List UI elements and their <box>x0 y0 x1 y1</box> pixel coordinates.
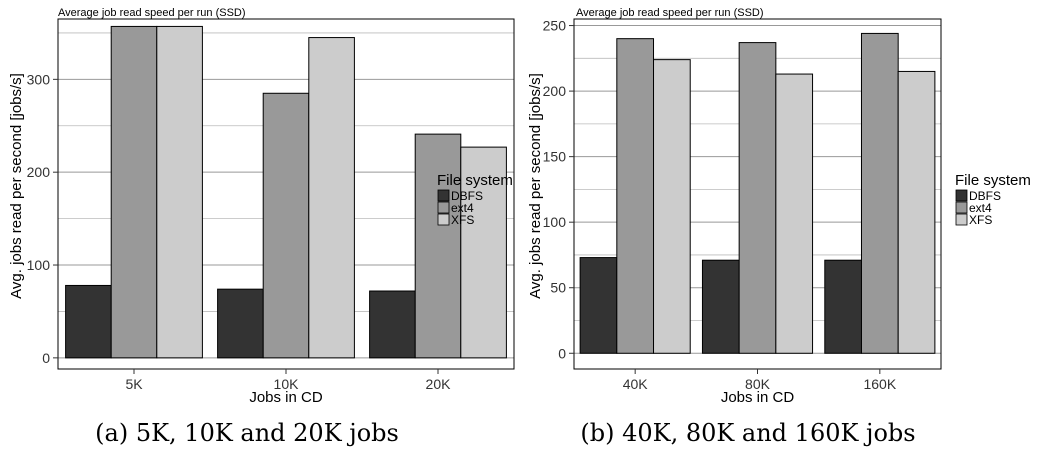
chart-title: Average job read speed per run (SSD) <box>58 7 246 19</box>
y-tick-label: 300 <box>27 71 51 87</box>
y-tick-label: 100 <box>27 257 51 273</box>
y-axis-label: Avg. jobs read per second [jobs/s] <box>8 73 25 299</box>
legend-title: File system <box>437 172 513 189</box>
legend-swatch-xfs <box>437 213 450 226</box>
y-tick-label: 0 <box>558 345 566 361</box>
x-axis-label: Jobs in CD <box>249 389 323 406</box>
x-tick-label: 10K <box>274 376 300 392</box>
bar-xfs-160k <box>897 70 936 354</box>
x-tick-label: 40K <box>623 376 649 392</box>
bar-ext4-40k <box>616 38 655 354</box>
y-axis-label: Avg. jobs read per second [jobs/s] <box>527 73 544 299</box>
x-tick-label: 5K <box>125 376 143 392</box>
bar-ext4-20k <box>414 133 462 359</box>
bar-dbfs-80k <box>701 259 740 354</box>
bar-xfs-5k <box>156 25 203 359</box>
y-tick-label: 0 <box>42 350 50 366</box>
bar-dbfs-5k <box>65 284 112 359</box>
y-tick-label: 250 <box>543 18 567 34</box>
bar-ext4-10k <box>262 92 310 359</box>
figure-caption: (b) 40K, 80K and 160K jobs <box>580 419 915 447</box>
bar-xfs-80k <box>775 73 814 354</box>
legend-label-dbfs: DBFS <box>969 189 1001 203</box>
bar-xfs-10k <box>308 37 355 359</box>
chart-2: Average job read speed per run (SSD) 0 50 1… <box>527 7 1031 447</box>
legend-label-xfs: XFS <box>451 213 474 227</box>
legend-swatch-ext4 <box>955 201 968 214</box>
y-tick-label: 200 <box>27 164 51 180</box>
legend-swatch-dbfs <box>437 189 450 202</box>
chart-title: Average job read speed per run (SSD) <box>576 7 764 19</box>
bar-ext4-80k <box>738 42 777 354</box>
bar-dbfs-40k <box>579 257 618 354</box>
x-tick-label: 20K <box>426 376 452 392</box>
legend-swatch-dbfs <box>955 189 968 202</box>
y-tick-label: 200 <box>543 83 567 99</box>
chart-1: Average job read speed per run (SSD) 0 100… <box>8 7 515 447</box>
legend-label-ext4: ext4 <box>451 201 474 215</box>
figure-caption: (a) 5K, 10K and 20K jobs <box>95 419 399 447</box>
bar-dbfs-20k <box>369 290 416 359</box>
bar-dbfs-160k <box>824 259 862 354</box>
legend-label-xfs: XFS <box>969 213 992 227</box>
y-tick-label: 100 <box>543 214 567 230</box>
legend-swatch-ext4 <box>437 201 450 214</box>
bar-dbfs-10k <box>217 288 264 359</box>
y-tick-label: 150 <box>543 149 567 165</box>
bar-ext4-5k <box>110 25 158 359</box>
x-axis-label: Jobs in CD <box>721 389 795 406</box>
legend-swatch-xfs <box>955 213 968 226</box>
x-tick-label: 160K <box>863 376 896 392</box>
legend-title: File system <box>955 172 1031 189</box>
y-tick-label: 50 <box>550 280 566 296</box>
bar-xfs-20k <box>460 146 507 359</box>
bar-xfs-40k <box>653 59 691 354</box>
bar-ext4-160k <box>860 32 899 354</box>
legend-label-ext4: ext4 <box>969 201 992 215</box>
legend-label-dbfs: DBFS <box>451 189 483 203</box>
x-tick-label: 80K <box>745 376 771 392</box>
